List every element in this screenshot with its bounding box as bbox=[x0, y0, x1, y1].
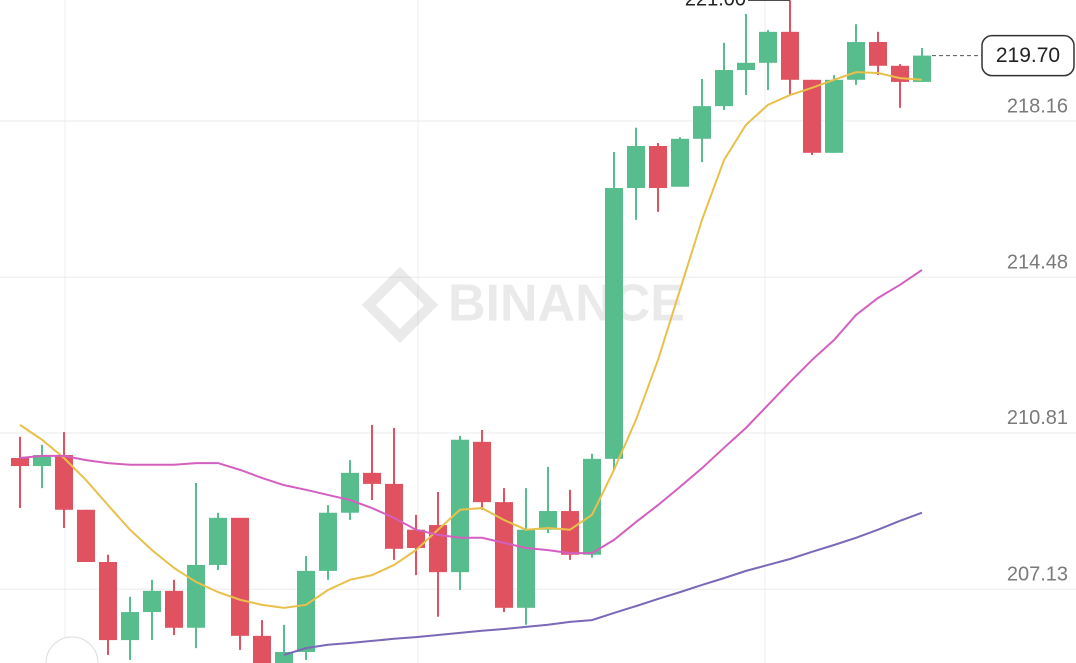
high-label: 221.00 bbox=[685, 0, 746, 11]
candle-body bbox=[495, 502, 513, 608]
candle-body bbox=[363, 472, 381, 484]
candle-body bbox=[341, 472, 359, 513]
candle-body bbox=[627, 146, 645, 189]
candle-body bbox=[275, 651, 293, 663]
candle-body bbox=[473, 441, 491, 503]
ma-line bbox=[19, 269, 923, 555]
ma-line bbox=[283, 511, 923, 656]
candle-body bbox=[385, 483, 403, 549]
candle-body bbox=[187, 564, 205, 628]
y-tick-label: 214.48 bbox=[1007, 251, 1068, 273]
last-price-box bbox=[981, 34, 1075, 77]
candle-body bbox=[803, 79, 821, 153]
candle-body bbox=[671, 138, 689, 187]
candle-body bbox=[297, 570, 315, 652]
candle-body bbox=[319, 512, 337, 571]
candle-body bbox=[649, 146, 667, 189]
watermark: BINANCE bbox=[448, 275, 685, 333]
candle-body bbox=[407, 529, 425, 548]
candle-body bbox=[539, 511, 557, 530]
candle-body bbox=[77, 509, 95, 562]
candle-body bbox=[737, 62, 755, 71]
candle-body bbox=[517, 529, 535, 608]
candle-body bbox=[165, 590, 183, 628]
candle-body bbox=[33, 455, 51, 467]
candle-body bbox=[913, 55, 931, 82]
last-price-label: 219.70 bbox=[996, 44, 1060, 67]
candle-body bbox=[11, 457, 29, 467]
y-tick-label: 210.81 bbox=[1007, 407, 1068, 429]
candle-body bbox=[715, 70, 733, 107]
candle-body bbox=[143, 590, 161, 613]
candle-body bbox=[429, 525, 447, 573]
candle-body bbox=[605, 188, 623, 459]
candle-body bbox=[451, 439, 469, 573]
candle-body bbox=[693, 106, 711, 139]
candle-body bbox=[781, 31, 799, 80]
candle-body bbox=[55, 455, 73, 510]
y-tick-label: 207.13 bbox=[1007, 563, 1068, 585]
candle-body bbox=[231, 517, 249, 636]
candle-body bbox=[121, 612, 139, 641]
watermark-group: BINANCE bbox=[361, 266, 685, 344]
candle-body bbox=[847, 42, 865, 80]
y-tick-label: 218.16 bbox=[1007, 95, 1068, 117]
candle-body bbox=[99, 561, 117, 641]
corner-button[interactable] bbox=[45, 636, 99, 663]
ma-line bbox=[19, 71, 923, 609]
candle-body bbox=[583, 458, 601, 555]
candle-body bbox=[869, 42, 887, 66]
candle-body bbox=[209, 517, 227, 565]
candle-body bbox=[825, 79, 843, 153]
candle-body bbox=[561, 511, 579, 555]
candle-body bbox=[759, 31, 777, 63]
candle-body bbox=[253, 635, 271, 663]
